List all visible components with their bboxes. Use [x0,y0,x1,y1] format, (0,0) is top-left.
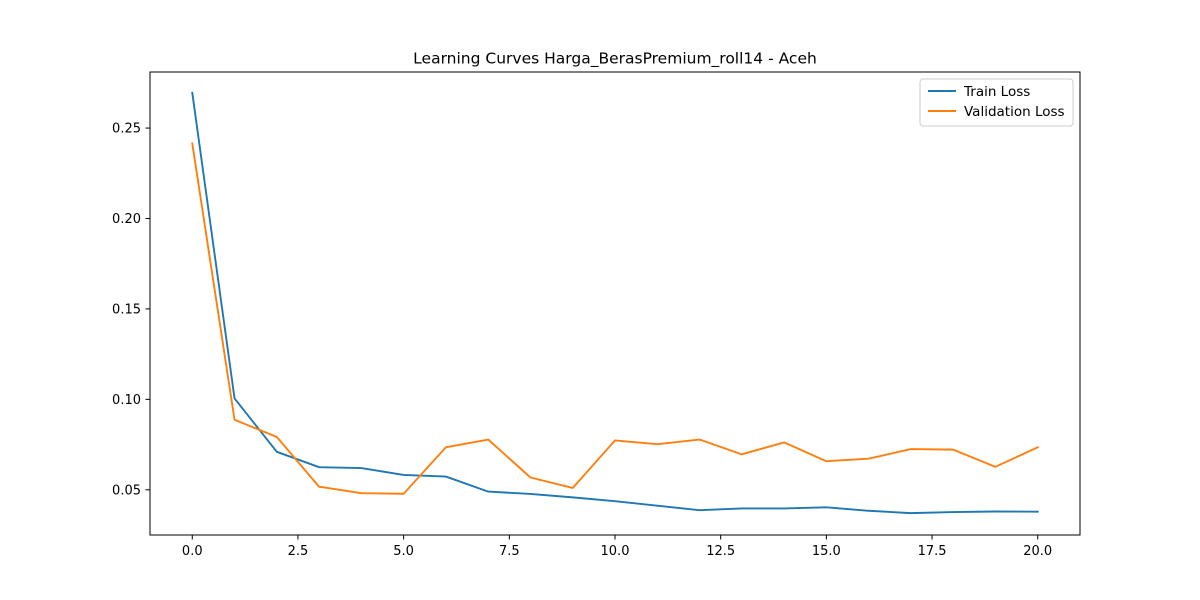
x-tick-label: 12.5 [706,544,735,559]
legend-label: Validation Loss [964,104,1065,120]
x-tick-label: 0.0 [182,544,203,559]
x-tick-label: 10.0 [601,544,630,559]
x-tick-label: 5.0 [393,544,414,559]
x-tick-label: 20.0 [1023,544,1052,559]
series-line-validation-loss [191,142,1039,495]
x-tick-label: 2.5 [288,544,309,559]
y-tick-label: 0.15 [112,302,141,317]
series-line-train-loss [191,91,1039,515]
x-tick-label: 17.5 [918,544,947,559]
y-tick-label: 0.20 [112,212,141,227]
x-tick-label: 7.5 [499,544,520,559]
x-tick-label: 15.0 [812,544,841,559]
legend-box [919,78,1074,127]
chart-title: Learning Curves Harga_BerasPremium_roll1… [413,50,817,69]
y-tick-label: 0.25 [112,122,141,137]
y-tick-label: 0.10 [112,393,141,408]
legend: Train Loss Validation Loss [919,78,1074,127]
legend-label: Train Loss [963,84,1030,100]
y-tick-label: 0.05 [112,483,141,498]
axis-ticks: 0.0 2.5 5.0 7.5 10.0 12.5 15.0 17.5 20.0 0.05 0.10… [112,122,1052,559]
